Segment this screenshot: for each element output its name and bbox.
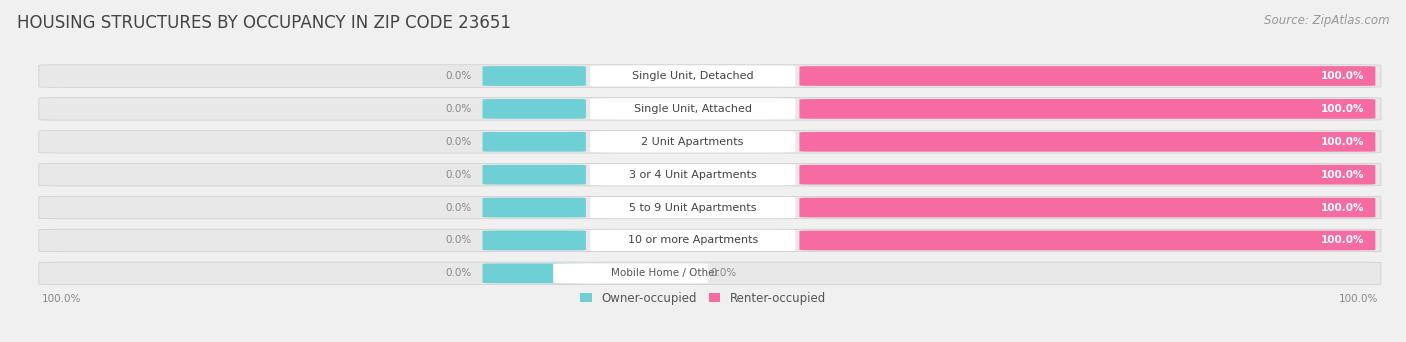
FancyBboxPatch shape <box>39 229 1381 252</box>
Text: 0.0%: 0.0% <box>446 104 471 114</box>
FancyBboxPatch shape <box>39 196 1381 219</box>
FancyBboxPatch shape <box>800 132 1375 152</box>
Text: Source: ZipAtlas.com: Source: ZipAtlas.com <box>1264 14 1389 27</box>
Text: 100.0%: 100.0% <box>1320 137 1364 147</box>
Text: 0.0%: 0.0% <box>446 170 471 180</box>
Text: 100.0%: 100.0% <box>42 294 82 304</box>
FancyBboxPatch shape <box>591 98 796 119</box>
Text: Single Unit, Detached: Single Unit, Detached <box>631 71 754 81</box>
Text: 100.0%: 100.0% <box>1339 294 1378 304</box>
FancyBboxPatch shape <box>591 164 796 185</box>
Text: 0.0%: 0.0% <box>446 71 471 81</box>
Text: 0.0%: 0.0% <box>446 235 471 246</box>
Text: 0.0%: 0.0% <box>446 268 471 278</box>
FancyBboxPatch shape <box>39 65 1381 87</box>
Text: Mobile Home / Other: Mobile Home / Other <box>612 268 718 278</box>
FancyBboxPatch shape <box>482 198 586 218</box>
Text: 0.0%: 0.0% <box>446 202 471 213</box>
Text: 100.0%: 100.0% <box>1320 235 1364 246</box>
Text: 5 to 9 Unit Apartments: 5 to 9 Unit Apartments <box>628 202 756 213</box>
FancyBboxPatch shape <box>482 231 586 250</box>
FancyBboxPatch shape <box>800 231 1375 250</box>
FancyBboxPatch shape <box>482 66 586 86</box>
Text: 0.0%: 0.0% <box>446 137 471 147</box>
FancyBboxPatch shape <box>800 66 1375 86</box>
FancyBboxPatch shape <box>39 163 1381 186</box>
FancyBboxPatch shape <box>482 132 586 152</box>
FancyBboxPatch shape <box>482 99 586 119</box>
FancyBboxPatch shape <box>591 131 796 153</box>
FancyBboxPatch shape <box>39 98 1381 120</box>
FancyBboxPatch shape <box>591 230 796 251</box>
FancyBboxPatch shape <box>800 99 1375 119</box>
Text: Single Unit, Attached: Single Unit, Attached <box>634 104 752 114</box>
Text: 10 or more Apartments: 10 or more Apartments <box>627 235 758 246</box>
FancyBboxPatch shape <box>800 198 1375 218</box>
Text: 0.0%: 0.0% <box>710 268 737 278</box>
Text: 100.0%: 100.0% <box>1320 104 1364 114</box>
Text: 100.0%: 100.0% <box>1320 71 1364 81</box>
Text: 100.0%: 100.0% <box>1320 202 1364 213</box>
Legend: Owner-occupied, Renter-occupied: Owner-occupied, Renter-occupied <box>575 287 831 310</box>
FancyBboxPatch shape <box>800 165 1375 185</box>
FancyBboxPatch shape <box>39 131 1381 153</box>
FancyBboxPatch shape <box>591 65 796 87</box>
FancyBboxPatch shape <box>591 197 796 218</box>
Text: HOUSING STRUCTURES BY OCCUPANCY IN ZIP CODE 23651: HOUSING STRUCTURES BY OCCUPANCY IN ZIP C… <box>17 14 510 32</box>
FancyBboxPatch shape <box>553 263 709 283</box>
Text: 3 or 4 Unit Apartments: 3 or 4 Unit Apartments <box>628 170 756 180</box>
FancyBboxPatch shape <box>482 165 586 185</box>
FancyBboxPatch shape <box>39 262 1381 285</box>
Text: 2 Unit Apartments: 2 Unit Apartments <box>641 137 744 147</box>
FancyBboxPatch shape <box>482 263 586 283</box>
Text: 100.0%: 100.0% <box>1320 170 1364 180</box>
FancyBboxPatch shape <box>593 263 696 283</box>
